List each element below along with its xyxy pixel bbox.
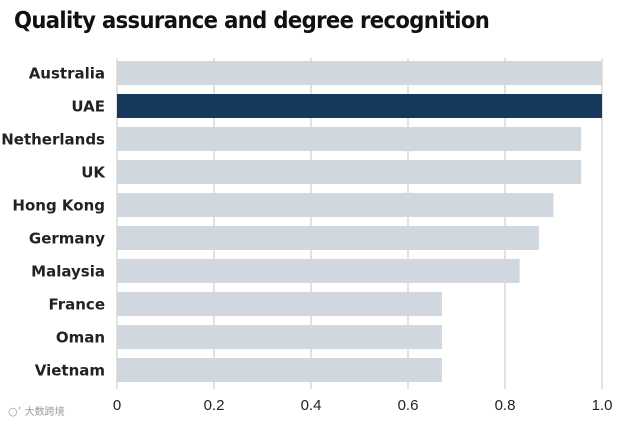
category-label: Australia (29, 65, 105, 83)
category-label: UK (81, 164, 106, 182)
category-label: France (48, 296, 105, 314)
category-label: Netherlands (1, 131, 105, 149)
bar-netherlands (117, 127, 582, 151)
x-tick-label: 0 (113, 397, 121, 414)
category-label: UAE (71, 98, 105, 116)
weibo-icon: ○’ (8, 405, 22, 418)
bars (117, 61, 602, 382)
category-label: Hong Kong (12, 197, 105, 215)
x-tick-label: 0.4 (301, 397, 322, 414)
watermark-text: 大数跨境 (24, 407, 65, 418)
x-tick-label: 0.6 (398, 397, 419, 414)
bar-uae (117, 94, 602, 118)
bar-germany (117, 226, 539, 250)
bar-oman (117, 325, 442, 349)
bar-australia (117, 61, 602, 85)
chart-title: Quality assurance and degree recognition (14, 8, 490, 34)
x-tick-label: 1.0 (592, 397, 613, 414)
x-axis-ticks: 0 0.2 0.4 0.6 0.8 1.0 (113, 397, 613, 414)
category-label: Oman (56, 329, 105, 347)
category-labels: Australia UAE Netherlands UK Hong Kong German… (1, 65, 106, 380)
bar-malaysia (117, 259, 520, 283)
x-tick-label: 0.8 (495, 397, 516, 414)
category-label: Malaysia (31, 263, 105, 281)
category-label: Vietnam (35, 362, 105, 380)
category-label: Germany (29, 230, 105, 248)
bar-france (117, 292, 442, 316)
watermark: ○’ 大数跨境 (8, 403, 65, 418)
bar-uk (117, 160, 582, 184)
bar-vietnam (117, 358, 442, 382)
x-tick-label: 0.2 (204, 397, 225, 414)
bar-hong-kong (117, 193, 554, 217)
